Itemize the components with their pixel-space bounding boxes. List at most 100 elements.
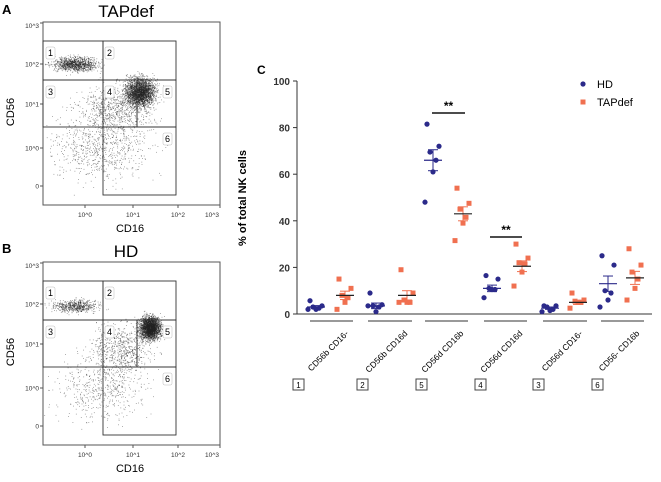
event-dot [138, 76, 140, 78]
event-dot [73, 131, 75, 133]
event-dot [145, 95, 147, 97]
event-dot [83, 163, 85, 165]
event-dot [61, 62, 63, 64]
event-dot [143, 84, 144, 86]
event-dot [103, 90, 105, 92]
event-dot [134, 97, 136, 98]
event-dot [127, 81, 129, 83]
event-dot [139, 73, 140, 75]
event-dot [132, 93, 133, 94]
event-dot [156, 151, 157, 153]
event-dot [134, 90, 136, 91]
event-dot [119, 97, 121, 99]
event-dot [86, 66, 88, 68]
event-dot [146, 116, 148, 118]
event-dot [144, 98, 145, 99]
event-dot [97, 161, 99, 163]
event-dot [133, 102, 134, 104]
event-dot [93, 63, 94, 65]
event-dot [130, 82, 132, 84]
event-dot [153, 99, 155, 101]
event-dot [64, 58, 65, 60]
event-dot [127, 92, 128, 93]
event-dot [149, 93, 151, 95]
event-dot [81, 57, 82, 59]
event-dot [143, 87, 145, 89]
event-dot [130, 75, 131, 77]
event-dot [152, 179, 154, 181]
event-dot [81, 58, 83, 59]
event-dot [107, 105, 108, 107]
event-dot [122, 102, 124, 104]
event-dot [64, 68, 66, 69]
event-dot [144, 105, 145, 107]
event-dot [117, 103, 119, 105]
event-dot [121, 106, 123, 108]
event-dot [67, 62, 68, 64]
event-dot [89, 87, 91, 89]
event-dot [137, 83, 139, 85]
event-dot [88, 63, 90, 64]
event-dot [116, 137, 117, 138]
event-dot [144, 89, 146, 91]
event-dot [149, 104, 151, 105]
event-dot [85, 59, 87, 60]
event-dot [116, 113, 117, 115]
event-dot [98, 105, 100, 107]
event-dot [98, 87, 100, 89]
event-dot [73, 141, 74, 143]
event-dot [144, 87, 146, 89]
event-dot [130, 91, 131, 93]
event-dot [124, 99, 126, 101]
event-dot [106, 117, 107, 119]
event-dot [113, 121, 115, 122]
event-dot [146, 112, 148, 114]
event-dot [52, 66, 54, 67]
event-dot [56, 71, 58, 73]
event-dot [91, 70, 93, 72]
event-dot [121, 149, 122, 150]
event-dot [142, 83, 144, 85]
event-dot [153, 88, 155, 89]
event-dot [149, 88, 151, 90]
event-dot [65, 57, 66, 59]
event-dot [124, 95, 126, 97]
event-dot [140, 98, 141, 100]
event-dot [130, 89, 132, 91]
event-dot [71, 61, 72, 63]
event-dot [85, 153, 87, 155]
event-dot [109, 122, 111, 124]
event-dot [119, 153, 121, 155]
event-dot [132, 91, 134, 93]
event-dot [87, 133, 89, 135]
event-dot [143, 104, 145, 105]
event-dot [74, 62, 75, 63]
event-dot [112, 164, 114, 166]
event-dot [72, 64, 74, 66]
event-dot [125, 101, 127, 103]
event-dot [57, 60, 59, 62]
event-dot [116, 143, 117, 145]
event-dot [145, 85, 146, 87]
event-dot [143, 89, 145, 91]
event-dot [87, 65, 89, 67]
event-dot [70, 97, 71, 99]
event-dot [131, 108, 133, 110]
event-dot [110, 108, 112, 110]
event-dot [81, 157, 83, 159]
event-dot [141, 94, 142, 96]
event-dot [68, 137, 70, 139]
event-dot [76, 66, 78, 68]
event-dot [60, 58, 62, 60]
event-dot [65, 61, 66, 63]
event-dot [138, 96, 139, 98]
event-dot [121, 188, 123, 190]
event-dot [72, 65, 73, 67]
event-dot [150, 95, 152, 97]
event-dot [156, 92, 158, 93]
event-dot [136, 103, 137, 105]
event-dot [152, 98, 153, 100]
event-dot [67, 162, 69, 164]
event-dot [63, 68, 65, 70]
event-dot [76, 68, 77, 70]
